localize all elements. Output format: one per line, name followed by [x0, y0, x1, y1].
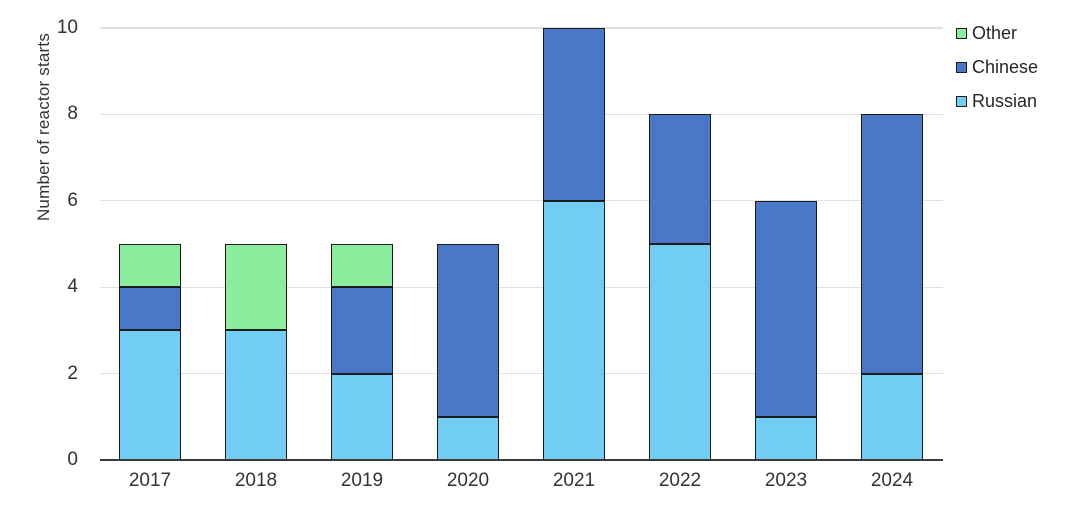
bar-segment-chinese-2024	[861, 114, 923, 374]
bar-segment-chinese-2019	[331, 287, 393, 374]
y-axis: 0 2 4 6 8 10	[0, 0, 78, 506]
x-tick-label-2023: 2023	[764, 470, 808, 491]
y-tick-label-8: 8	[67, 103, 78, 125]
gridline-6	[100, 200, 943, 202]
legend-item-russian: Russian	[956, 90, 1038, 111]
bar-segment-chinese-2021	[543, 28, 605, 201]
x-axis-line	[100, 459, 943, 461]
gridline-2	[100, 372, 943, 375]
x-tick-label-2021: 2021	[552, 470, 596, 491]
bar-segment-russian-2024	[861, 373, 923, 460]
bar-segment-russian-2019	[331, 373, 393, 460]
gridline-8	[100, 113, 943, 116]
y-tick-label-10: 10	[56, 17, 78, 38]
legend-swatch-other	[956, 27, 967, 39]
legend-swatch-chinese	[956, 61, 967, 73]
legend-label: Russian	[972, 90, 1038, 111]
legend-swatch-russian	[956, 95, 967, 107]
x-axis: 2017 2018 2019 2020 2021 2022 2023 2024	[100, 470, 943, 496]
bar-segment-chinese-2023	[755, 200, 817, 417]
x-tick-label-2020: 2020	[446, 470, 490, 491]
bar-segment-russian-2018	[225, 330, 287, 460]
x-tick-label-2018: 2018	[234, 470, 278, 491]
y-tick-label-2: 2	[67, 362, 78, 384]
y-tick-label-4: 4	[67, 276, 78, 298]
bar-segment-russian-2022	[649, 244, 711, 460]
y-tick-label-0: 0	[67, 449, 78, 470]
bar-segment-other-2019	[331, 244, 393, 288]
bar-segment-chinese-2017	[119, 287, 181, 331]
gridline-10	[100, 27, 943, 29]
legend: Other Chinese Russian	[956, 22, 1039, 126]
bar-segment-chinese-2020	[437, 244, 499, 417]
bar-segment-other-2018	[225, 244, 287, 331]
x-tick-label-2017: 2017	[128, 470, 172, 491]
legend-label: Other	[972, 22, 1018, 43]
bar-segment-other-2017	[119, 244, 181, 288]
x-tick-label-2024: 2024	[870, 470, 914, 491]
plot-area	[100, 27, 943, 461]
legend-item-other: Other	[956, 22, 1038, 43]
bar-segment-chinese-2022	[649, 114, 711, 244]
gridline-4	[100, 286, 943, 288]
legend-item-chinese: Chinese	[956, 56, 1039, 77]
x-tick-label-2022: 2022	[658, 470, 702, 491]
x-tick-label-2019: 2019	[340, 470, 384, 491]
bar-segment-russian-2023	[755, 416, 817, 460]
bar-segment-russian-2020	[437, 416, 499, 460]
legend-label: Chinese	[972, 56, 1039, 77]
bar-segment-russian-2017	[119, 330, 181, 460]
bar-segment-russian-2021	[543, 200, 605, 460]
y-tick-label-6: 6	[67, 189, 78, 211]
